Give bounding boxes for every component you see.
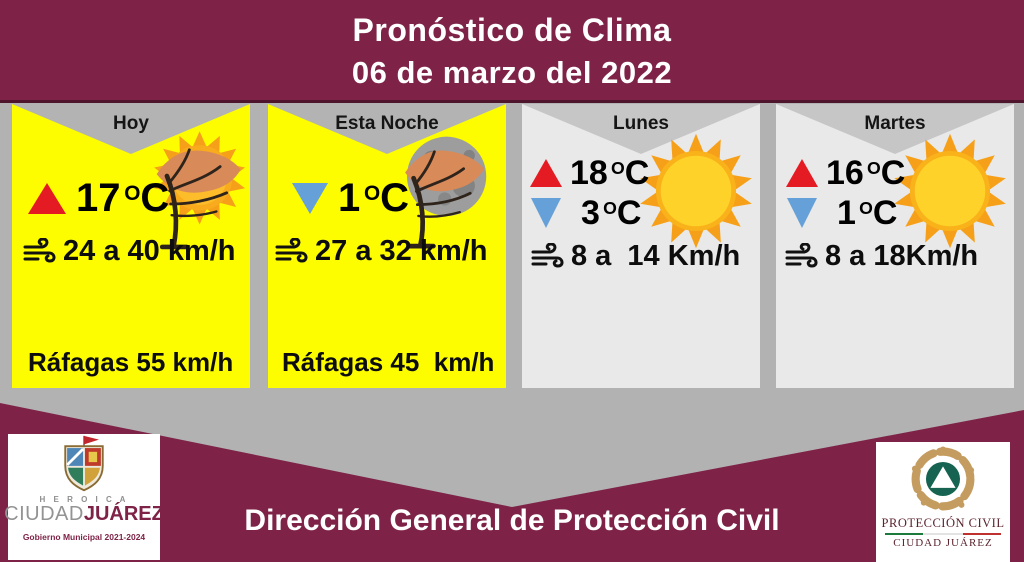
weather-card-hoy: Hoy: [12, 104, 250, 388]
day-label: Martes: [864, 113, 926, 134]
wind-row: 27 a 32 km/h: [274, 237, 488, 266]
wind-speed: 8 a 14 Km/h: [571, 240, 741, 272]
high-temp-row: 18 OC: [530, 156, 649, 190]
background-band: [0, 103, 1024, 507]
weather-card-martes: Martes 16 OC 1 OC: [776, 104, 1014, 388]
city-logo: H E R O I C A CIUDADJUÁREZ Gobierno Muni…: [4, 434, 164, 560]
up-triangle-icon: [28, 182, 66, 214]
wind-speed: 24 a 40 km/h: [63, 235, 236, 267]
flag-white-segment: [923, 533, 963, 535]
ciudad-juarez-wordmark: CIUDADJUÁREZ: [4, 503, 164, 525]
wind-speed: 8 a 18Km/h: [825, 240, 979, 272]
temperature-value: 1 OC: [837, 194, 898, 232]
pc-title: PROTECCIÓN CIVIL: [881, 516, 1005, 530]
flag-divider: [885, 533, 1001, 535]
down-triangle-icon: [531, 198, 561, 228]
wind-speed: 27 a 32 km/h: [315, 235, 488, 267]
windy-tree-day-icon: [138, 128, 250, 271]
degree-symbol: O: [859, 198, 873, 219]
coat-of-arms-icon: [64, 435, 104, 492]
page-title: Pronóstico de Clima: [352, 12, 672, 48]
up-triangle-icon: [786, 159, 818, 187]
weather-card-lunes: Lunes 18 OC 3 OC: [522, 104, 760, 388]
temperature-value: 18 OC: [570, 154, 650, 192]
temperature-value: 16 OC: [826, 154, 906, 192]
day-label: Lunes: [613, 113, 669, 134]
high-temp-row: 16 OC: [786, 156, 905, 190]
down-triangle-icon: [787, 198, 817, 228]
day-label: Hoy: [113, 113, 149, 134]
page-subtitle: 06 de marzo del 2022: [351, 55, 673, 90]
temperature-value: 1 OC: [338, 176, 410, 220]
gusts-label: Ráfagas 45 km/h: [282, 347, 495, 377]
degree-symbol: O: [867, 158, 881, 179]
degree-symbol: O: [363, 181, 381, 205]
up-triangle-icon: [530, 159, 562, 187]
high-temp-row: 17 OC: [28, 178, 169, 218]
proteccion-civil-logo: PROTECCIÓN CIVIL CIUDAD JUÁREZ: [876, 442, 1010, 562]
weather-card-esta-noche: Esta Noche 1 OC: [268, 104, 506, 388]
footer-title: Dirección General de Protección Civil: [244, 504, 780, 537]
degree-symbol: O: [603, 198, 617, 219]
day-label: Esta Noche: [335, 113, 439, 134]
wind-icon: [531, 242, 564, 268]
degree-symbol: O: [611, 158, 625, 179]
pc-subtitle: CIUDAD JUÁREZ: [893, 537, 993, 549]
header-divider: [0, 100, 1024, 103]
wind-icon: [785, 242, 818, 268]
windy-tree-night-icon: [390, 132, 490, 269]
degree-symbol: O: [124, 181, 141, 205]
temperature-value: 3 OC: [581, 194, 642, 232]
down-triangle-icon: [292, 182, 328, 214]
gusts-label: Ráfagas 55 km/h: [28, 347, 234, 377]
wind-row: 8 a 14 Km/h: [530, 242, 740, 271]
heroica-label: H E R O I C A: [39, 495, 129, 504]
wind-icon: [23, 237, 56, 263]
low-temp-row: 3 OC: [531, 196, 641, 230]
wind-row: 8 a 18Km/h: [784, 242, 978, 271]
wind-icon: [275, 237, 308, 263]
temperature-value: 17 OC: [76, 176, 170, 220]
wind-row: 24 a 40 km/h: [22, 237, 236, 266]
sun-icon: [888, 126, 1012, 261]
proteccion-civil-emblem-icon: [911, 446, 975, 511]
low-temp-row: 1 OC: [292, 178, 409, 218]
gobierno-label: Gobierno Municipal 2021-2024: [22, 532, 146, 542]
flag-green-segment: [885, 533, 923, 535]
flag-red-segment: [963, 533, 1001, 535]
sun-icon: [634, 126, 758, 261]
low-temp-row: 1 OC: [787, 196, 897, 230]
